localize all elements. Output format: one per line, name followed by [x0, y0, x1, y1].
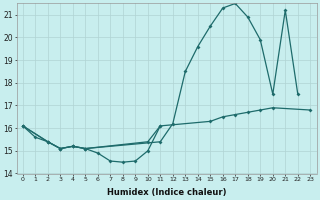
- X-axis label: Humidex (Indice chaleur): Humidex (Indice chaleur): [107, 188, 226, 197]
